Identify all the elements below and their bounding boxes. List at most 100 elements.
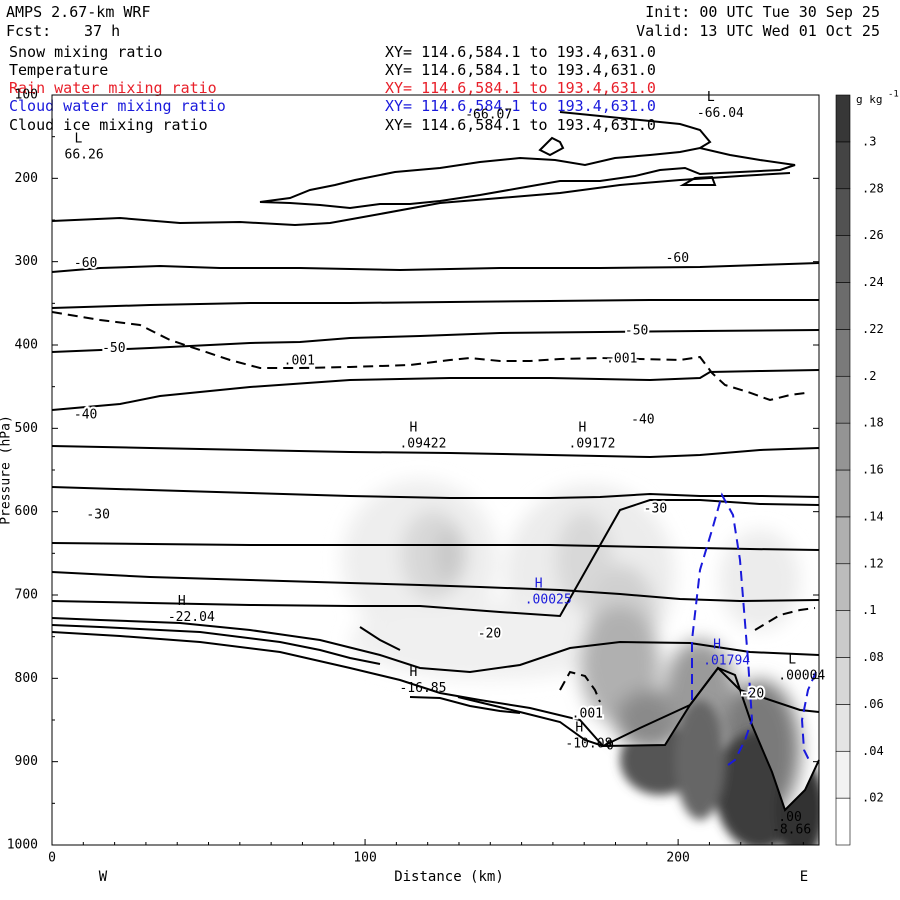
y-tick-label: 300	[15, 254, 38, 269]
forecast-hour: 37 h	[84, 22, 121, 40]
colorbar-tick-label: .12	[862, 556, 884, 570]
extremum-mark: H	[575, 721, 583, 736]
model-title: AMPS 2.67-km WRF	[6, 3, 151, 21]
temperature-label: -30	[644, 502, 667, 517]
temperature-label: -20	[478, 627, 501, 642]
extremum-value: -22.04	[168, 610, 215, 625]
temperature-label: -60	[74, 256, 97, 271]
ice-contour-label: .001	[284, 353, 315, 368]
temperature-contours	[52, 172, 819, 748]
extremum-value: .00004	[778, 668, 825, 683]
extremum-value: .00	[778, 810, 801, 825]
extremum-mark: L	[75, 132, 83, 147]
y-tick-label: 700	[15, 588, 38, 603]
extremum-mark: H	[579, 421, 587, 436]
colorbar-tick-label: .22	[862, 322, 884, 336]
extremum-value: 0	[606, 738, 614, 753]
y-tick-label: 1000	[7, 838, 38, 853]
temperature-label: -50	[625, 323, 648, 338]
extremum-value: -10.08	[565, 737, 612, 752]
colorbar-tick-label: .3	[862, 134, 876, 148]
x-axis-label: Distance (km)	[394, 869, 504, 885]
extremum-value: 66.26	[65, 148, 104, 163]
colorbar-tick-label: .02	[862, 791, 884, 805]
colorbar-swatch	[835, 282, 851, 330]
variable-name: Cloud water mixing ratio	[9, 97, 226, 115]
y-tick-label: 600	[15, 504, 38, 519]
y-tick-label: 100	[15, 88, 38, 103]
colorbar-unit: g kg	[856, 93, 883, 106]
extremum-mark: H	[178, 594, 186, 609]
cloud-water-contours	[691, 492, 817, 766]
extremum-value: .09422	[399, 437, 446, 452]
colorbar-swatch	[835, 469, 851, 518]
y-tick-label: 800	[15, 671, 38, 686]
colorbar-swatch	[835, 329, 851, 377]
colorbar-unit-exponent: -1	[888, 90, 899, 100]
variable-name: Rain water mixing ratio	[9, 79, 217, 97]
variable-xy: XY= 114.6,584.1 to 193.4,631.0	[385, 79, 656, 97]
y-axis-label: Pressure (hPa)	[0, 415, 14, 525]
west-label: W	[99, 869, 108, 885]
extremum-value: -66.04	[697, 106, 744, 121]
chart-marks: 100 200 300 400 500 600 700 800 900 1000 0 100 200 W E…	[0, 88, 899, 886]
ice-contour-label: .001	[606, 352, 637, 367]
y-tick-label: 500	[15, 421, 38, 436]
extremum-value: -16.85	[399, 681, 446, 696]
colorbar-swatch	[835, 422, 851, 471]
temperature-label: -40	[74, 408, 97, 423]
colorbar-tick-label: .14	[862, 509, 884, 523]
extremum-mark: L	[707, 90, 715, 105]
variable-xy: XY= 114.6,584.1 to 193.4,631.0	[385, 116, 656, 134]
x-tick-label: 100	[353, 851, 376, 866]
colorbar-tick-label: .18	[862, 416, 884, 430]
colorbar-swatch	[835, 657, 851, 705]
colorbar-swatch	[835, 610, 851, 658]
extremum-value: .00025	[525, 593, 572, 608]
extremum-value: .09172	[569, 437, 616, 452]
colorbar-swatch	[835, 563, 851, 611]
colorbar-swatch	[835, 516, 851, 565]
colorbar-swatch	[835, 141, 851, 190]
colorbar-tick-label: .08	[862, 650, 884, 664]
colorbar-tick-label: .26	[862, 228, 884, 242]
valid-time: Valid: 13 UTC Wed 01 Oct 25	[636, 22, 880, 40]
colorbar-tick-label: .16	[862, 463, 884, 477]
colorbar-swatch	[835, 235, 851, 283]
variable-xy: XY= 114.6,584.1 to 193.4,631.0	[385, 97, 656, 115]
temperature-label: -40	[631, 413, 654, 428]
ice-dashed-contours	[52, 311, 816, 703]
temperature-label: -60	[666, 251, 689, 266]
colorbar-tick-label: .1	[862, 603, 876, 617]
temperature-label: -30	[86, 508, 109, 523]
colorbar-swatch	[835, 188, 851, 236]
extremum-mark: L	[788, 652, 796, 667]
east-label: E	[800, 869, 808, 885]
colorbar-swatch	[835, 94, 851, 143]
x-tick-label: 200	[666, 851, 689, 866]
extremum-value: .01794	[703, 653, 750, 668]
extremum-mark: H	[409, 665, 417, 680]
variable-name: Snow mixing ratio	[9, 43, 163, 61]
extremum-mark: H	[713, 637, 721, 652]
x-tick-label: 0	[48, 851, 56, 866]
forecast-label: Fcst:	[6, 22, 52, 40]
ice-contour-label: .001	[572, 707, 603, 722]
extremum-mark: H	[409, 421, 417, 436]
variable-xy: XY= 114.6,584.1 to 193.4,631.0	[385, 43, 656, 61]
temperature-label: -50	[102, 341, 125, 356]
colorbar-tick-label: .06	[862, 697, 884, 711]
y-tick-label: 900	[15, 754, 38, 769]
colorbar-tick-label: .24	[862, 275, 884, 289]
colorbar-swatch	[835, 750, 851, 799]
temperature-label: -20	[741, 687, 764, 702]
snow-shading	[342, 480, 819, 845]
extremum-value: -8.66	[772, 823, 811, 838]
upper-ice-contours	[259, 111, 796, 210]
colorbar-swatch	[835, 375, 851, 424]
colorbar-tick-label: .2	[862, 369, 876, 383]
y-tick-label: 400	[15, 338, 38, 353]
terrain	[457, 666, 820, 812]
